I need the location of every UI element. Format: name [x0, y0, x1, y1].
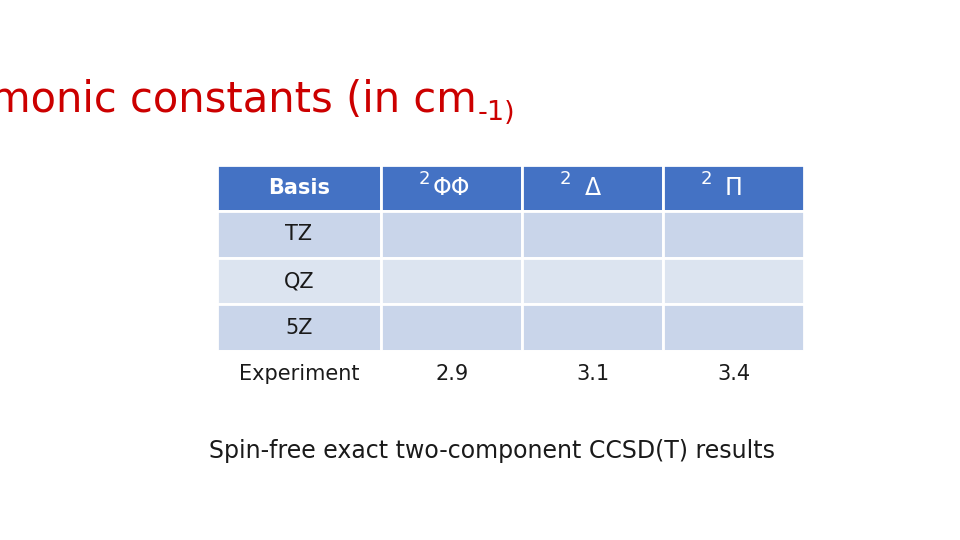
Text: 2: 2: [701, 170, 712, 187]
Bar: [217, 211, 381, 258]
Bar: [522, 165, 663, 211]
Bar: [217, 305, 381, 351]
Bar: [522, 351, 663, 397]
Bar: [663, 351, 804, 397]
Text: TZ: TZ: [285, 225, 313, 245]
Text: Basis: Basis: [268, 178, 330, 198]
Text: Spin-free exact two-component CCSD(T) results: Spin-free exact two-component CCSD(T) re…: [209, 440, 775, 463]
Text: Anharmonic constants (in cm: Anharmonic constants (in cm: [0, 79, 477, 121]
Bar: [381, 211, 522, 258]
Bar: [522, 258, 663, 305]
Bar: [381, 305, 522, 351]
Text: QZ: QZ: [284, 271, 314, 291]
Bar: [663, 211, 804, 258]
Bar: [381, 258, 522, 305]
Bar: [381, 165, 522, 211]
Text: Experiment: Experiment: [239, 364, 359, 384]
Text: Π: Π: [725, 176, 743, 200]
Bar: [217, 258, 381, 305]
Text: 2: 2: [419, 170, 430, 187]
Text: Δ: Δ: [585, 176, 601, 200]
Text: -1): -1): [478, 100, 516, 126]
Bar: [522, 211, 663, 258]
Bar: [522, 305, 663, 351]
Text: 2.9: 2.9: [435, 364, 468, 384]
Text: 2: 2: [560, 170, 571, 187]
Bar: [217, 165, 381, 211]
Text: ΦΦ: ΦΦ: [433, 176, 470, 200]
Bar: [663, 258, 804, 305]
Bar: [663, 165, 804, 211]
Bar: [663, 305, 804, 351]
Text: 3.4: 3.4: [717, 364, 751, 384]
Bar: [381, 351, 522, 397]
Text: 5Z: 5Z: [285, 318, 313, 338]
Text: 3.1: 3.1: [576, 364, 610, 384]
Bar: [217, 351, 381, 397]
